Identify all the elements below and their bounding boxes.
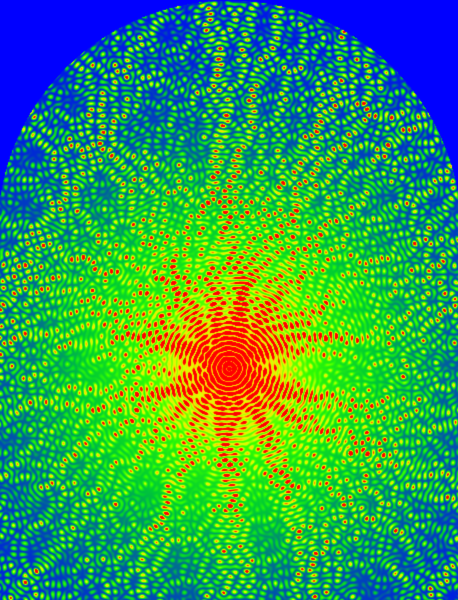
interference-canvas [0, 0, 458, 600]
wave-field-image [0, 0, 458, 600]
